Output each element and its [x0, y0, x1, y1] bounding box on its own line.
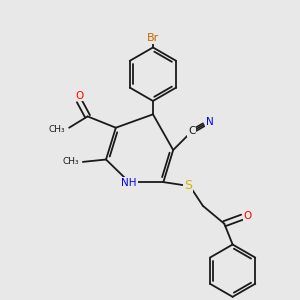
Text: Br: Br	[147, 33, 159, 43]
Text: N: N	[206, 117, 214, 127]
Text: O: O	[75, 91, 83, 100]
Text: CH₃: CH₃	[63, 158, 79, 166]
Text: C: C	[188, 126, 196, 136]
Text: S: S	[184, 179, 192, 192]
Text: NH: NH	[122, 178, 137, 188]
Text: O: O	[243, 211, 252, 221]
Text: CH₃: CH₃	[49, 125, 66, 134]
